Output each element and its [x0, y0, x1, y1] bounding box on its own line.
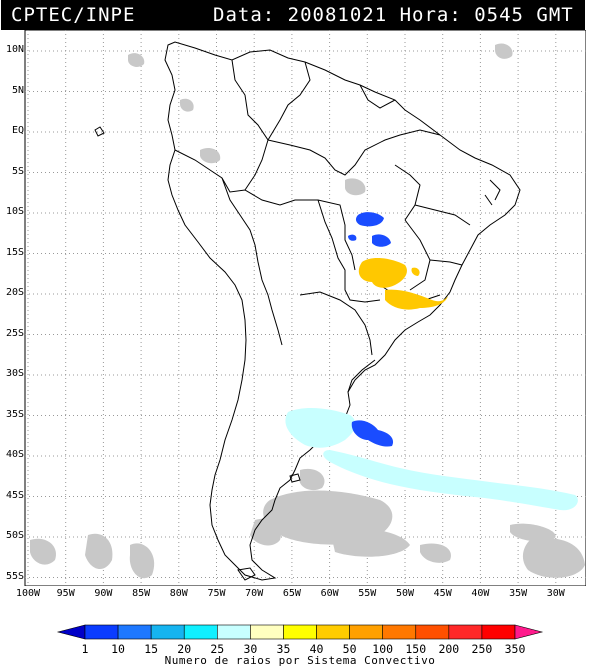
colorbar-swatch	[316, 624, 350, 640]
colorbar-swatch	[56, 624, 86, 640]
lat-label: 45S	[5, 489, 24, 501]
colorbar-swatch	[382, 624, 417, 640]
lon-label: 60W	[320, 588, 339, 599]
cloud-cover	[30, 43, 585, 579]
lon-label: 65W	[282, 588, 301, 599]
agency-label: CPTEC/INPE	[11, 4, 136, 26]
lat-label: 5N	[11, 84, 24, 96]
colorbar-tick-label: 15	[144, 642, 159, 656]
lat-label: 5S	[11, 165, 24, 177]
coastlines	[94, 41, 521, 581]
lon-label: 90W	[94, 588, 113, 599]
colorbar-title: Numero de raios por Sistema Convectivo	[164, 654, 436, 667]
colorbar-tick-label: 35	[276, 642, 291, 656]
colorbar-tick-label: 50	[342, 642, 357, 656]
colorbar-swatch	[481, 624, 516, 640]
system-4	[285, 408, 578, 511]
lon-label: 40W	[471, 588, 490, 599]
colorbar-tick-label: 350	[504, 642, 526, 656]
colorbar-swatch	[117, 624, 152, 640]
system-5	[351, 420, 394, 447]
colorbar-tick-label: 250	[471, 642, 493, 656]
colorbar-swatch	[514, 624, 544, 640]
lat-label: 40S	[5, 449, 24, 460]
colorbar-tick-label: 200	[438, 642, 460, 656]
lon-label: 30W	[546, 588, 565, 599]
colorbar-swatch	[250, 624, 284, 640]
date-time-label: Data: 20081021 Hora: 0545 GMT	[213, 4, 574, 26]
lat-label: 50S	[5, 530, 24, 541]
lat-label: 55S	[5, 570, 24, 582]
lon-label: 45W	[433, 588, 452, 599]
lon-label: 70W	[245, 588, 264, 599]
system-3	[358, 258, 448, 310]
lat-label: 30S	[5, 368, 24, 379]
colorbar-tick-label: 1	[81, 642, 89, 656]
colorbar-swatch	[448, 624, 483, 640]
lon-label: 95W	[56, 588, 75, 599]
system-2	[348, 234, 391, 247]
lightning-map	[24, 30, 586, 586]
colorbar-swatch	[349, 624, 383, 640]
colorbar-swatch	[217, 624, 251, 640]
lon-label: 85W	[132, 588, 151, 599]
lon-label: 55W	[358, 588, 377, 599]
lat-label: 35S	[5, 408, 24, 420]
lat-label: 10N	[5, 44, 24, 55]
colorbar-tick-label: 30	[243, 642, 258, 656]
colorbar-tick-label: 150	[405, 642, 427, 656]
lon-label: 80W	[169, 588, 188, 599]
colorbar-swatch	[415, 624, 450, 640]
colorbar-swatch	[183, 624, 218, 640]
lat-label: 25S	[5, 327, 24, 339]
lon-label: 35W	[509, 588, 528, 599]
colorbar-swatch	[84, 624, 119, 640]
title-bar: CPTEC/INPE Data: 20081021 Hora: 0545 GMT	[1, 0, 585, 30]
convective-systems	[285, 212, 578, 511]
colorbar	[56, 624, 544, 640]
colorbar-tick-label: 10	[111, 642, 125, 656]
lat-label: 10S	[5, 206, 24, 217]
colorbar-tick-label: 25	[210, 642, 225, 656]
lon-label: 50W	[395, 588, 415, 599]
colorbar-tick-label: 100	[372, 642, 394, 656]
system-1	[355, 212, 384, 227]
lat-label: 20S	[5, 287, 24, 298]
lon-label: 75W	[207, 588, 226, 599]
colorbar-swatch	[150, 624, 185, 640]
lat-label: 15S	[5, 246, 24, 258]
lon-label: 100W	[15, 588, 41, 599]
colorbar-swatch	[283, 624, 317, 640]
lat-label: EQ	[11, 125, 24, 136]
colorbar-tick-label: 40	[309, 642, 324, 656]
colorbar-tick-label: 20	[177, 642, 192, 656]
